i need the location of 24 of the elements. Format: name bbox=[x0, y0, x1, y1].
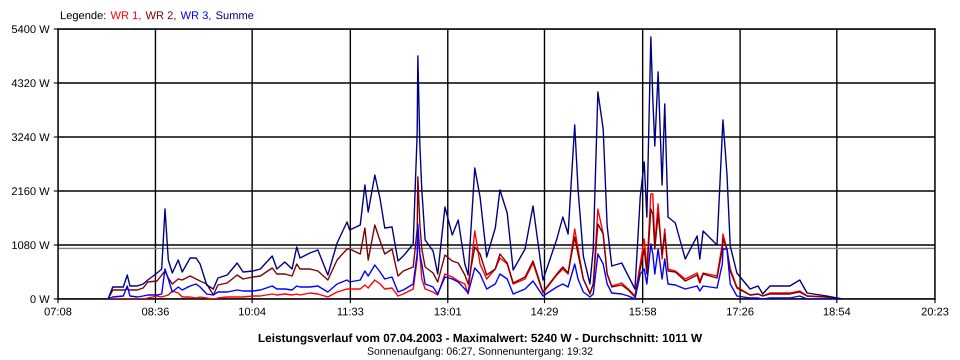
text: Sonnenaufgang: 06:27, Sonnenuntergang: 19:32 bbox=[368, 347, 592, 357]
x-tick-label: 20:23 bbox=[922, 308, 948, 316]
y-tick-label: 4320 W bbox=[12, 79, 50, 88]
legend-title: Legende: bbox=[60, 11, 106, 22]
y-tick-label: 2160 W bbox=[12, 187, 50, 196]
text: WR 3, bbox=[180, 11, 210, 20]
x-tick-label: 18:54 bbox=[824, 308, 850, 316]
y-tick-label: 5400 W bbox=[12, 25, 50, 34]
y-tick-label: 0 W bbox=[30, 295, 50, 304]
text: WR 2, bbox=[146, 11, 176, 20]
x-tick-label: 10:04 bbox=[239, 308, 266, 316]
x-tick-label: 17:26 bbox=[727, 308, 754, 316]
x-tick-label: 15:58 bbox=[630, 308, 656, 316]
text: Leistungsverlauf vom 07.04.2003 - Maximalwert: 5240 W - Durchschnitt: 1011 W bbox=[258, 333, 702, 345]
x-tick-label: 13:01 bbox=[434, 308, 462, 316]
x-tick-label: 11:33 bbox=[338, 308, 364, 316]
x-tick-label: 07:08 bbox=[44, 308, 72, 316]
x-tick-label: 14:29 bbox=[531, 308, 558, 316]
y-tick-label: 1080 W bbox=[12, 241, 50, 250]
text: WR 1, bbox=[110, 11, 140, 20]
x-tick-label: 08:36 bbox=[142, 308, 169, 316]
line-series bbox=[107, 36, 844, 299]
text: Summe bbox=[216, 11, 254, 20]
y-tick-label: 3240 W bbox=[12, 133, 50, 142]
